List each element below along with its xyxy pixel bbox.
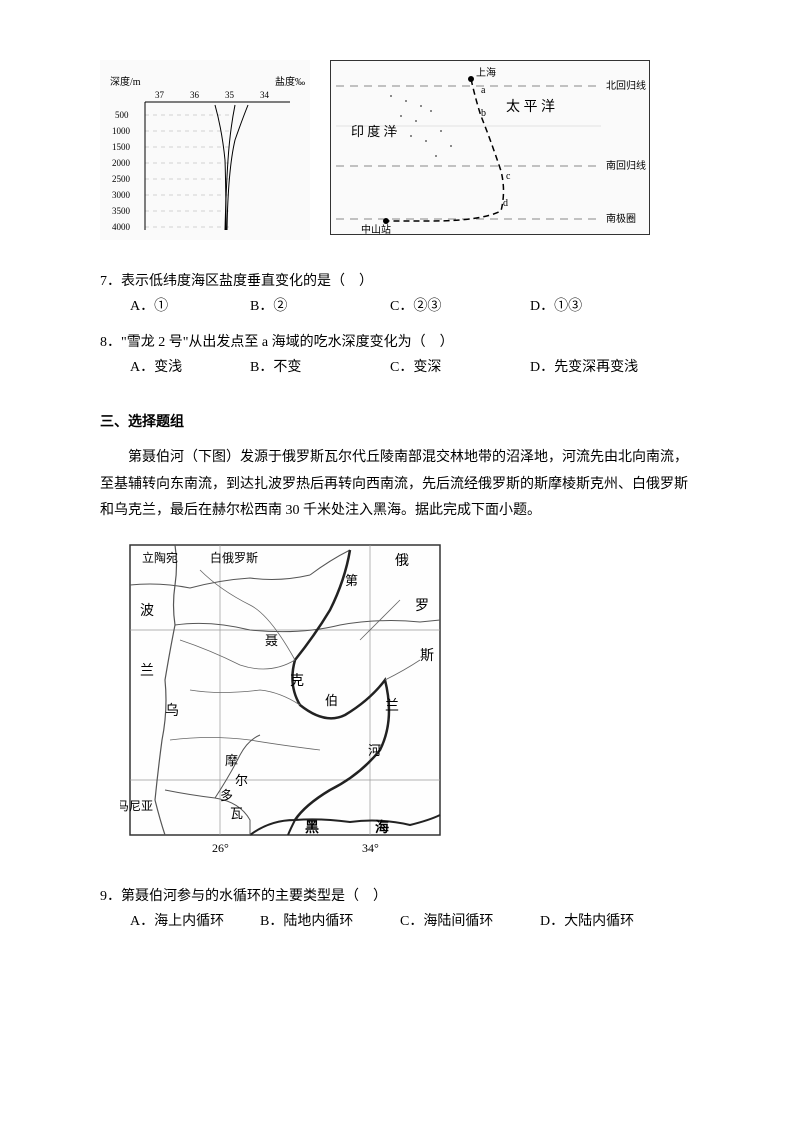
top-figures-row: 深度/m 盐度‰ 37 36 35 34 500 1000 1500 2000 … xyxy=(100,60,694,249)
q7-option-d[interactable]: D．①③ xyxy=(530,294,582,319)
q8-option-a[interactable]: A．变浅 xyxy=(130,355,250,380)
svg-text:500: 500 xyxy=(115,110,129,120)
svg-text:c: c xyxy=(506,171,511,182)
svg-text:太 平 洋: 太 平 洋 xyxy=(506,99,555,115)
q9-option-c[interactable]: C．海陆间循环 xyxy=(400,909,540,934)
question-8: 8．"雪龙 2 号"从出发点至 a 海域的吃水深度变化为（ ） A．变浅 B．不… xyxy=(100,330,694,380)
svg-text:瓦: 瓦 xyxy=(230,806,243,821)
svg-text:乌: 乌 xyxy=(165,703,179,719)
svg-text:37: 37 xyxy=(155,90,165,100)
question-9: 9．第聂伯河参与的水循环的主要类型是（ ） A．海上内循环 B．陆地内循环 C．… xyxy=(100,884,694,934)
svg-text:4000: 4000 xyxy=(112,222,131,232)
svg-text:34°: 34° xyxy=(362,841,379,855)
q7-option-b[interactable]: B．② xyxy=(250,294,390,319)
q9-option-a[interactable]: A．海上内循环 xyxy=(130,909,260,934)
svg-text:河: 河 xyxy=(368,743,381,758)
section-3-passage: 第聂伯河（下图）发源于俄罗斯瓦尔代丘陵南部混交林地带的沼泽地，河流先由北向南流，… xyxy=(100,445,694,525)
svg-text:海: 海 xyxy=(375,819,389,836)
q7-options: A．① B．② C．②③ D．①③ xyxy=(100,294,694,319)
dnieper-map: 52° 46° 26° 34° 立陶宛 白俄罗斯 俄 罗 斯 波 xyxy=(120,540,694,869)
svg-text:罗: 罗 xyxy=(415,599,429,614)
svg-text:36: 36 xyxy=(190,90,200,100)
svg-text:1000: 1000 xyxy=(112,126,131,136)
svg-text:1500: 1500 xyxy=(112,142,131,152)
q8-options: A．变浅 B．不变 C．变深 D．先变深再变浅 xyxy=(100,355,694,380)
chart1-xlabel: 盐度‰ xyxy=(275,75,305,88)
svg-text:多: 多 xyxy=(220,788,233,803)
q9-option-d[interactable]: D．大陆内循环 xyxy=(540,909,634,934)
svg-text:波: 波 xyxy=(140,603,154,619)
svg-text:聂: 聂 xyxy=(265,633,278,648)
q8-option-d[interactable]: D．先变深再变浅 xyxy=(530,355,638,380)
q7-option-a[interactable]: A．① xyxy=(130,294,250,319)
salinity-depth-chart: 深度/m 盐度‰ 37 36 35 34 500 1000 1500 2000 … xyxy=(100,60,310,249)
svg-text:34: 34 xyxy=(260,90,270,100)
section-3-title: 三、选择题组 xyxy=(100,410,694,435)
svg-text:d: d xyxy=(503,198,508,209)
svg-text:立陶宛: 立陶宛 xyxy=(142,550,178,565)
q9-option-b[interactable]: B．陆地内循环 xyxy=(260,909,400,934)
svg-text:第: 第 xyxy=(345,573,358,588)
svg-text:26°: 26° xyxy=(212,841,229,855)
question-7: 7．表示低纬度海区盐度垂直变化的是（ ） A．① B．② C．②③ D．①③ xyxy=(100,269,694,319)
svg-text:上海: 上海 xyxy=(476,66,496,79)
svg-text:3500: 3500 xyxy=(112,206,131,216)
svg-text:摩: 摩 xyxy=(225,753,238,768)
q7-option-c[interactable]: C．②③ xyxy=(390,294,530,319)
svg-text:南极圈: 南极圈 xyxy=(606,212,636,225)
svg-text:a: a xyxy=(481,85,486,96)
svg-text:印 度 洋: 印 度 洋 xyxy=(351,124,397,139)
svg-text:b: b xyxy=(481,108,486,119)
svg-text:尔: 尔 xyxy=(235,773,248,788)
svg-text:兰: 兰 xyxy=(140,663,154,679)
svg-text:中山站: 中山站 xyxy=(361,223,391,236)
svg-text:2000: 2000 xyxy=(112,158,131,168)
q9-text: 9．第聂伯河参与的水循环的主要类型是（ ） xyxy=(100,884,694,909)
svg-text:斯: 斯 xyxy=(420,648,434,664)
svg-text:伯: 伯 xyxy=(325,693,338,708)
svg-text:克: 克 xyxy=(290,673,304,689)
svg-text:俄: 俄 xyxy=(395,553,409,569)
svg-text:黑: 黑 xyxy=(305,820,319,836)
q7-text: 7．表示低纬度海区盐度垂直变化的是（ ） xyxy=(100,269,694,294)
q9-options: A．海上内循环 B．陆地内循环 C．海陆间循环 D．大陆内循环 xyxy=(100,909,694,934)
svg-text:北回归线: 北回归线 xyxy=(606,79,646,92)
svg-text:兰: 兰 xyxy=(385,698,399,714)
svg-text:罗马尼亚: 罗马尼亚 xyxy=(120,799,153,813)
svg-text:35: 35 xyxy=(225,90,235,100)
svg-text:南回归线: 南回归线 xyxy=(606,159,646,172)
q8-text: 8．"雪龙 2 号"从出发点至 a 海域的吃水深度变化为（ ） xyxy=(100,330,694,355)
q8-option-b[interactable]: B．不变 xyxy=(250,355,390,380)
route-map-chart: 北回归线 南回归线 南极圈 上海 a b c d 中山站 xyxy=(330,60,650,235)
q8-option-c[interactable]: C．变深 xyxy=(390,355,530,380)
chart1-ylabel: 深度/m xyxy=(110,75,141,88)
svg-text:3000: 3000 xyxy=(112,190,131,200)
svg-text:2500: 2500 xyxy=(112,174,131,184)
svg-text:白俄罗斯: 白俄罗斯 xyxy=(210,550,258,565)
